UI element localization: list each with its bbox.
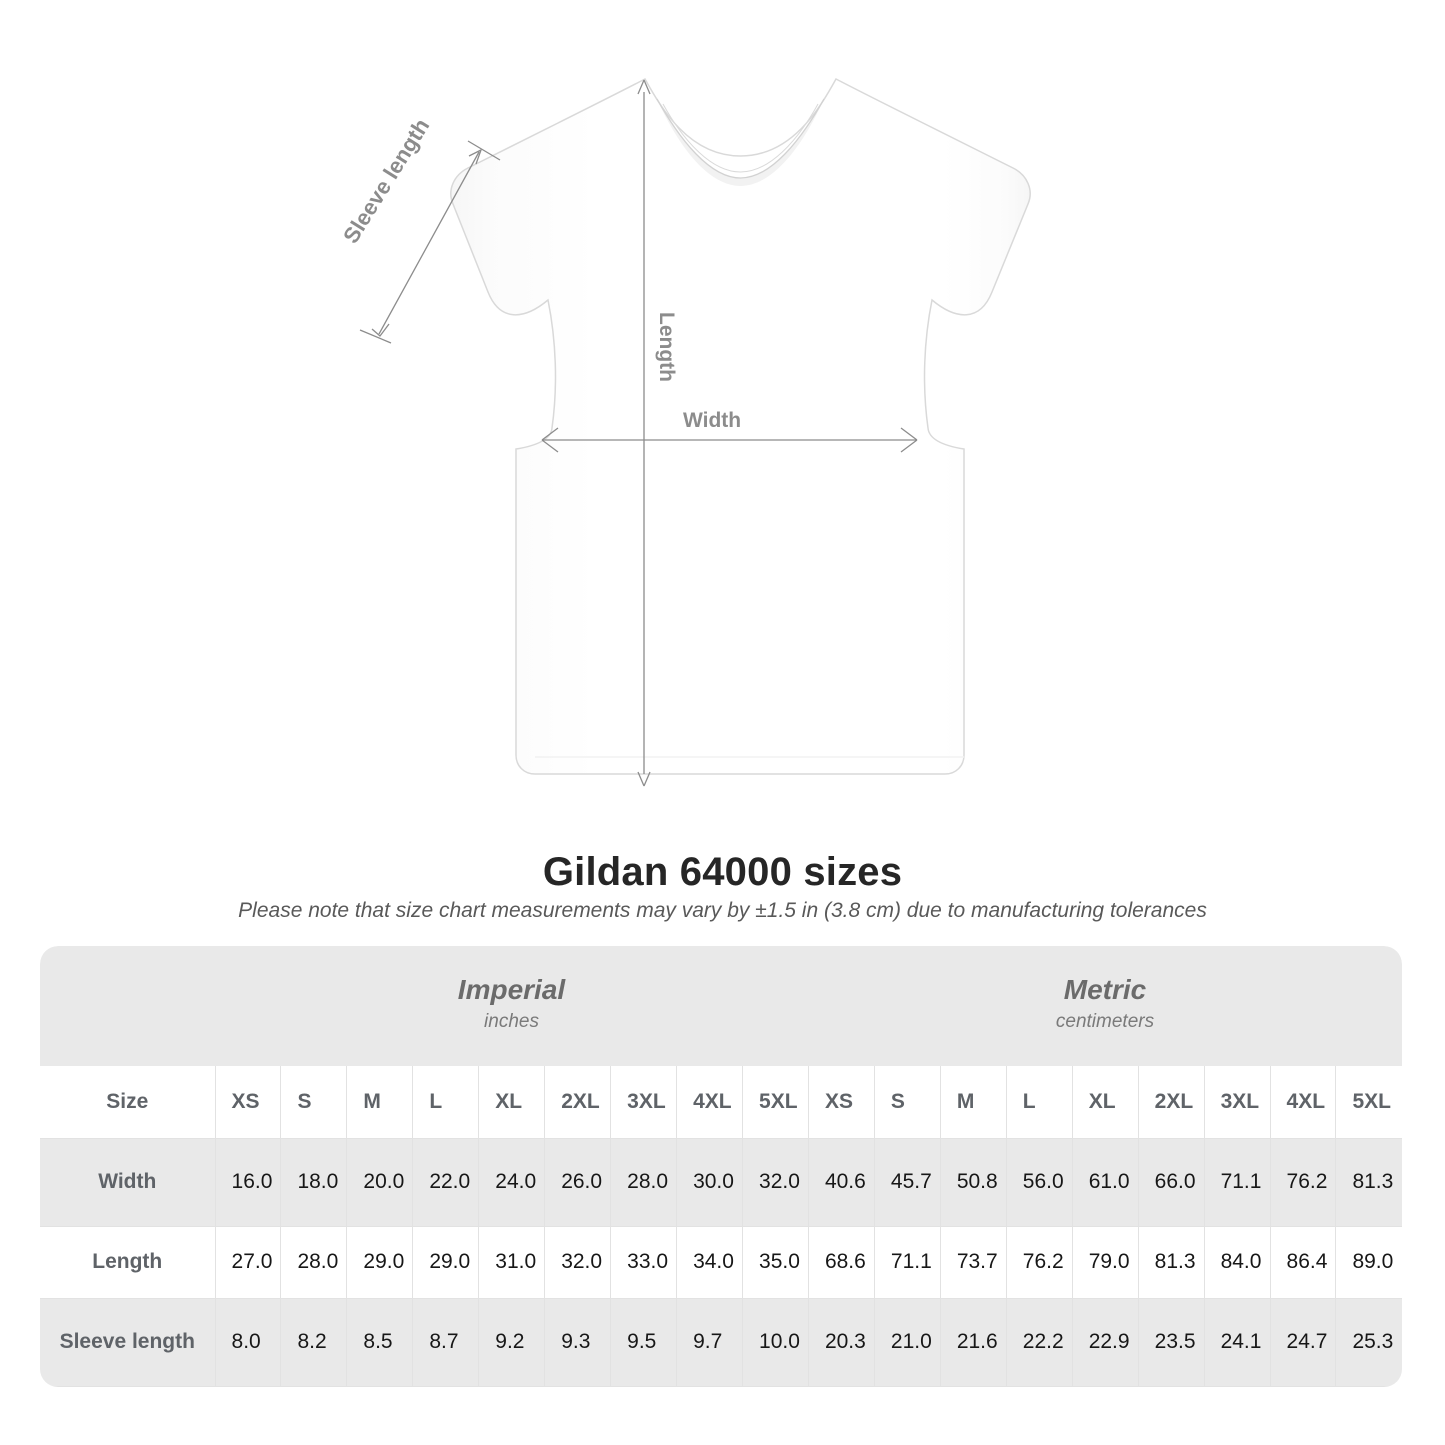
svg-text:Sleeve length: Sleeve length	[338, 114, 434, 248]
svg-text:Width: Width	[683, 409, 741, 432]
svg-text:Length: Length	[655, 312, 678, 382]
